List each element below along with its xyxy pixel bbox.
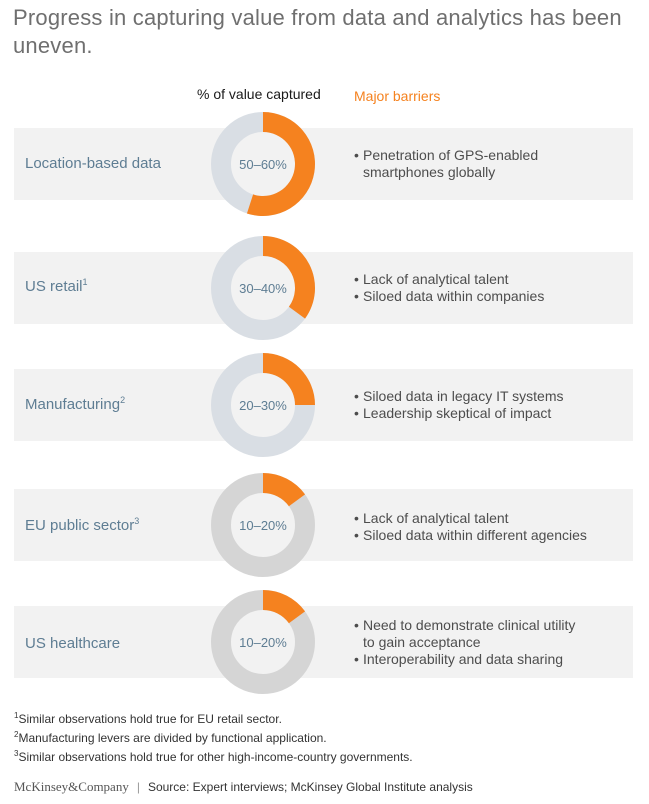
donut-range-label: 30–40% (239, 281, 287, 296)
barrier-item: Leadership skeptical of impact (354, 405, 564, 422)
sector-label-us-retail: US retail1 (25, 277, 88, 295)
footer-separator: | (136, 780, 140, 794)
sector-label-eu-public: EU public sector3 (25, 516, 140, 534)
mckinsey-logo: McKinsey&Company (14, 779, 129, 794)
source-note: Source: Expert interviews; McKinsey Glob… (147, 780, 473, 794)
donut-value-segment (263, 236, 315, 319)
barrier-item: Siloed data within different agencies (354, 527, 587, 544)
barrier-item: Siloed data within companies (354, 288, 544, 305)
donut-value-segment (263, 590, 306, 624)
donut-value-segment (263, 353, 315, 405)
sector-label-us-healthcare: US healthcare (25, 635, 121, 652)
barriers-list: Lack of analytical talent Siloed data wi… (354, 510, 587, 544)
barrier-item: Need to demonstrate clinical utility to … (354, 617, 583, 651)
sector-label-manufacturing: Manufacturing2 (25, 395, 126, 413)
donut-value-segment (246, 112, 315, 216)
footer: McKinsey&Company | Source: Expert intervie… (14, 779, 473, 795)
barriers-list: Siloed data in legacy IT systems Leaders… (354, 388, 564, 422)
donut-range-label: 10–20% (239, 635, 287, 650)
sector-label-location: Location-based data (25, 155, 161, 172)
footnote: 3Similar observations hold true for othe… (14, 749, 413, 764)
barrier-item: Penetration of GPS-enabled smartphones g… (354, 147, 573, 181)
footnote: 2Manufacturing levers are divided by fun… (14, 730, 327, 745)
footnotes: 1Similar observations hold true for EU r… (14, 708, 413, 765)
barriers-column-header: Major barriers (354, 88, 441, 104)
barrier-item: Lack of analytical talent (354, 271, 544, 288)
value-column-header: % of value captured (197, 86, 321, 102)
donut-range-label: 20–30% (239, 398, 287, 413)
barriers-list: Penetration of GPS-enabled smartphones g… (354, 147, 573, 181)
barriers-list: Lack of analytical talent Siloed data wi… (354, 271, 544, 305)
barriers-list: Need to demonstrate clinical utility to … (354, 617, 583, 668)
donut-range-label: 10–20% (239, 518, 287, 533)
barrier-item: Interoperability and data sharing (354, 651, 583, 668)
barrier-item: Siloed data in legacy IT systems (354, 388, 564, 405)
barrier-item: Lack of analytical talent (354, 510, 587, 527)
page-title: Progress in capturing value from data an… (13, 5, 622, 58)
footnote: 1Similar observations hold true for EU r… (14, 711, 282, 726)
donut-range-label: 50–60% (239, 157, 287, 172)
donut-value-segment (263, 473, 306, 507)
